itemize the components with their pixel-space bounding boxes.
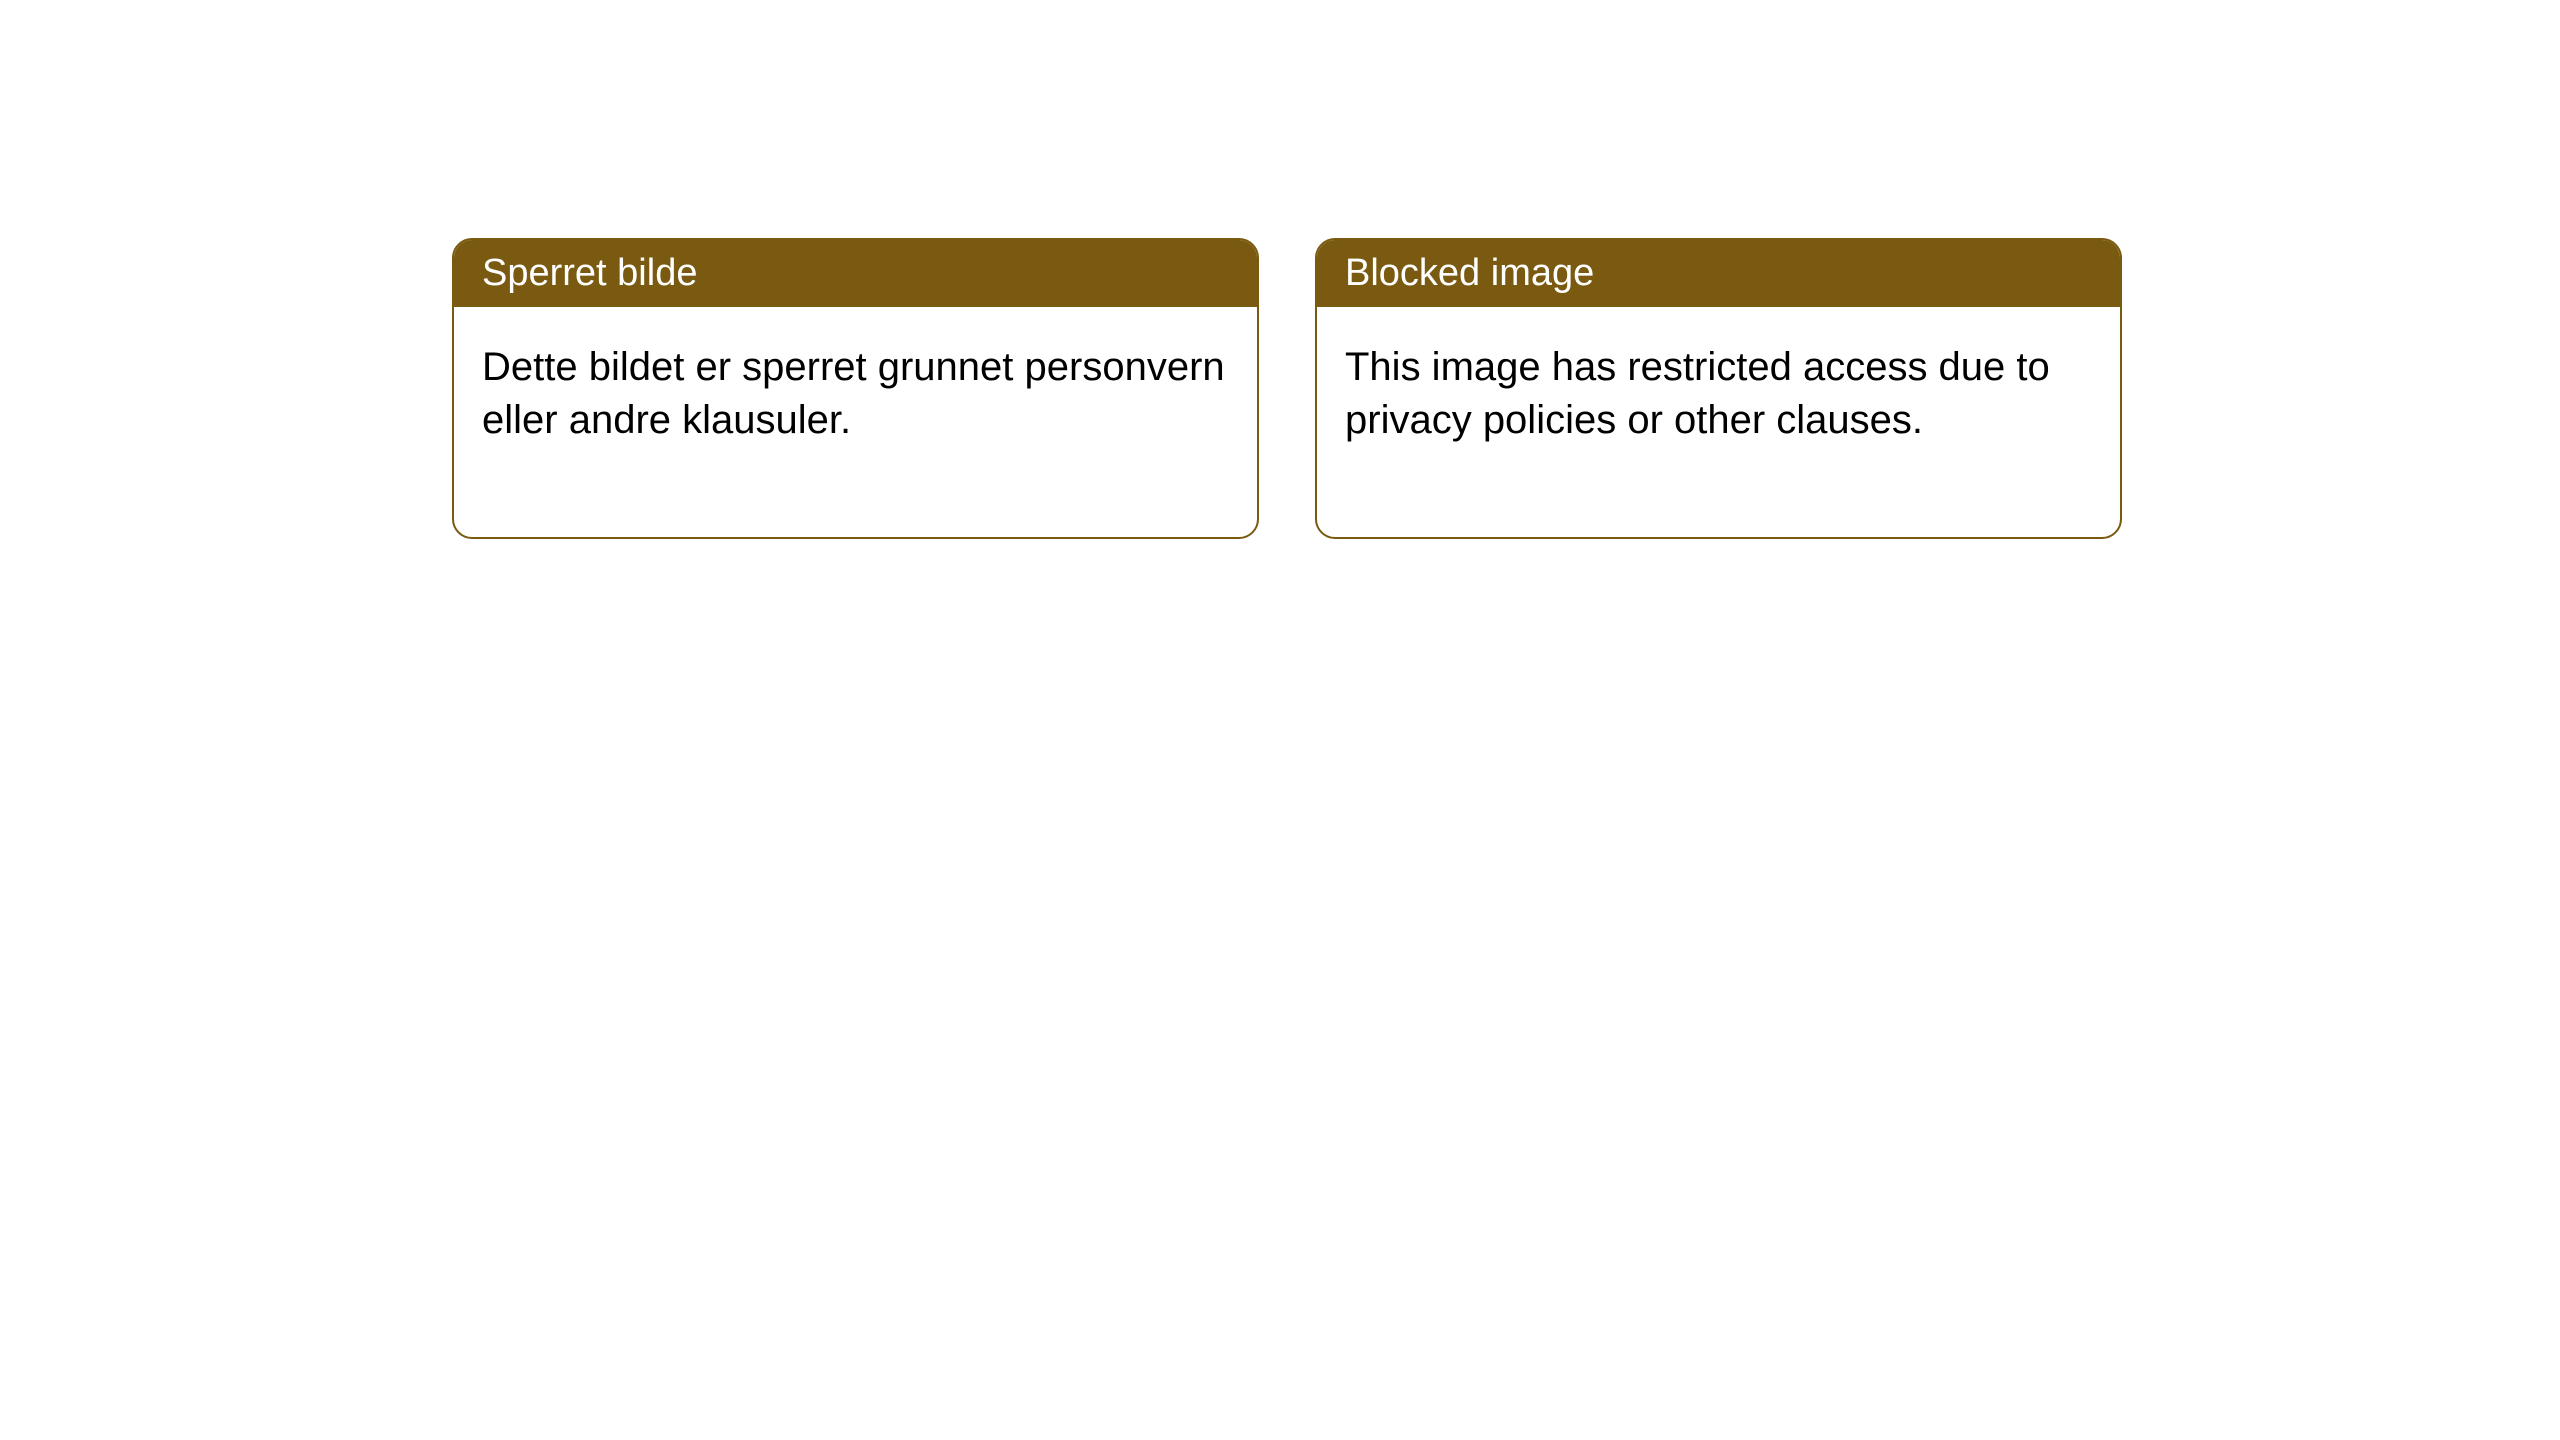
notice-card-norwegian: Sperret bilde Dette bildet er sperret gr… [452, 238, 1259, 539]
notice-title: Blocked image [1345, 252, 1594, 294]
notice-message: This image has restricted access due to … [1345, 345, 2050, 442]
notice-card-english: Blocked image This image has restricted … [1315, 238, 2122, 539]
notice-body: This image has restricted access due to … [1317, 307, 2120, 537]
notice-header: Blocked image [1317, 240, 2120, 307]
notice-header: Sperret bilde [454, 240, 1257, 307]
notice-message: Dette bildet er sperret grunnet personve… [482, 345, 1225, 442]
notice-container: Sperret bilde Dette bildet er sperret gr… [0, 0, 2560, 539]
notice-body: Dette bildet er sperret grunnet personve… [454, 307, 1257, 537]
notice-title: Sperret bilde [482, 252, 697, 294]
